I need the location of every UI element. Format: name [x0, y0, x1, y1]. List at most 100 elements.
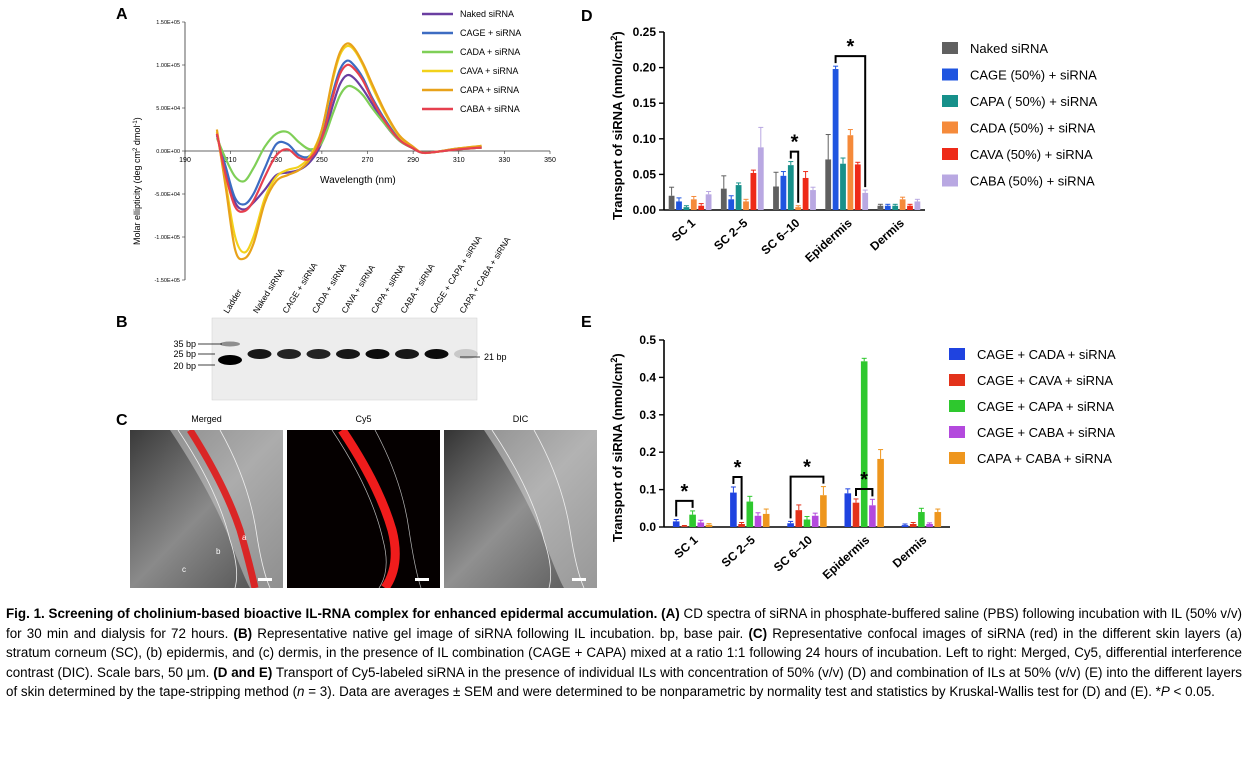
legend-label: CAGE + siRNA: [460, 28, 521, 38]
y-tick-label: 0.5: [639, 333, 656, 347]
legend-swatch: [949, 426, 965, 438]
y-tick-label: 1.00E+05: [156, 63, 180, 69]
bar: [926, 524, 933, 527]
bar: [884, 205, 891, 210]
y-tick-label: 1.50E+05: [156, 20, 180, 26]
caption-panel-a-ref: (A): [661, 606, 680, 621]
legend-swatch: [942, 68, 958, 81]
bar: [689, 514, 696, 527]
lane-label: CAGE + CAPA + siRNA: [428, 233, 484, 315]
gel-band: [395, 349, 419, 359]
ladder-label-25bp: 25 bp: [173, 349, 196, 359]
legend-label: CADA + siRNA: [460, 47, 520, 57]
lane-label: Ladder: [221, 287, 244, 315]
caption-panel-de-text: Transport of Cy5-labeled siRNA in the pr…: [6, 664, 1242, 700]
layer-label-c: c: [182, 565, 186, 574]
transport-chart-combination: Transport of siRNA (nmol/cm2) 0.0 0.1 0.2 0…: [609, 333, 1116, 582]
legend-label: CAPA + siRNA: [460, 85, 519, 95]
legend: Naked siRNA CAGE (50%) + siRNA CAPA ( 50%)…: [942, 41, 1098, 189]
x-tick-label: Dermis: [867, 216, 907, 254]
series-line: [215, 84, 482, 183]
bar: [728, 199, 735, 210]
series-line: [215, 44, 482, 254]
significance-bracket: [732, 475, 743, 520]
bar: [787, 523, 794, 527]
x-tick-label: 270: [362, 157, 374, 164]
bar: [762, 513, 770, 527]
series-line: [215, 42, 482, 261]
y-tick-label: 0.3: [639, 408, 656, 422]
caption-panel-b-ref: (B): [233, 625, 253, 641]
caption-p: P: [1160, 684, 1170, 700]
bar: [683, 207, 690, 210]
y-tick-label: 0.4: [639, 370, 656, 384]
caption-panel-c-ref: (C): [748, 625, 768, 641]
lane-label: CAPA + CABA + siRNA: [457, 235, 512, 315]
legend: CAGE + CADA + siRNA CAGE + CAVA + siRNA CA…: [949, 347, 1116, 466]
y-tick-label: 0.00: [633, 203, 657, 217]
legend-label: Naked siRNA: [460, 10, 514, 19]
x-tick-label: SC 1: [669, 216, 698, 244]
bar: [840, 163, 846, 210]
x-tick-label: SC 6–10: [771, 533, 815, 575]
legend-swatch: [942, 148, 958, 160]
legend-label: CADA (50%) + siRNA: [970, 121, 1096, 136]
bar: [820, 495, 827, 527]
bar: [934, 512, 942, 527]
caption-title: Fig. 1. Screening of cholinium-based bio…: [6, 606, 658, 621]
caption-panel-b-text: Representative native gel image of siRNA…: [252, 625, 749, 641]
bar: [844, 493, 852, 527]
x-tick-label: SC 2–5: [711, 216, 750, 253]
band-size-label: 21 bp: [484, 352, 507, 362]
bar: [860, 361, 868, 527]
y-axis-label: Transport of siRNA (nmol/cm2): [609, 31, 625, 220]
bar: [810, 190, 816, 210]
spectra-lines: [215, 42, 482, 261]
legend-label: CAVA (50%) + siRNA: [970, 147, 1093, 162]
gel-background: [211, 317, 478, 401]
caption-panel-c-text: Representative confocal images of siRNA …: [6, 625, 1242, 680]
bar: [690, 199, 697, 210]
y-tick-label: -5.00E+04: [154, 192, 180, 198]
significance-marker: *: [860, 469, 868, 491]
y-tick-label: 0.15: [633, 96, 657, 110]
confocal-image-dic: [444, 430, 597, 588]
legend-swatch: [949, 400, 965, 412]
x-tick-label: 350: [544, 157, 556, 164]
legend: Naked siRNA CAGE + siRNA CADA + siRNA CAVA …: [422, 10, 521, 114]
x-tick-label: 290: [407, 157, 419, 164]
y-tick-label: 5.00E+04: [156, 106, 180, 112]
bar: [825, 159, 832, 210]
bar: [918, 512, 925, 527]
series-line: [215, 63, 482, 213]
y-tick-label: 0.00E+00: [156, 149, 180, 155]
panel-label-d: D: [581, 8, 593, 25]
bar: [757, 147, 764, 210]
y-tick-label: -1.00E+05: [154, 235, 180, 241]
gel-band: [277, 349, 301, 359]
x-tick-label: 230: [270, 157, 282, 164]
figure-caption: Fig. 1. Screening of cholinium-based bio…: [6, 604, 1242, 702]
bar: [803, 519, 811, 527]
caption-n: n: [297, 684, 305, 700]
bar: [698, 205, 705, 210]
y-tick-label: -1.50E+05: [154, 278, 180, 284]
legend-label: CAGE + CAPA + siRNA: [977, 399, 1114, 414]
y-tick-label: 0.05: [633, 167, 657, 181]
x-axis-label: Wavelength (nm): [320, 175, 396, 186]
ladder-markers: 35 bp 25 bp 20 bp: [173, 339, 222, 371]
significance-bracket: [789, 475, 825, 519]
bar: [795, 510, 803, 527]
legend-swatch: [942, 174, 958, 187]
panel-label-a: A: [116, 6, 128, 23]
legend-swatch: [942, 42, 958, 54]
bar: [907, 205, 913, 210]
bar: [914, 201, 921, 210]
bar: [854, 164, 861, 210]
bar: [730, 492, 737, 527]
x-tick-label: 210: [225, 157, 237, 164]
y-axis-ticks: 1.50E+05 1.00E+05 5.00E+04 0.00E+00 -5.00E+0…: [154, 20, 185, 284]
x-axis-ticks: 190 210 230 250 270 290 310 330 350: [179, 151, 556, 164]
significance-marker: *: [847, 36, 855, 58]
